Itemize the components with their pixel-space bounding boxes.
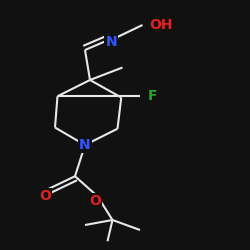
Text: OH: OH: [149, 18, 172, 32]
Text: N: N: [106, 36, 117, 50]
Text: O: O: [89, 194, 101, 208]
Text: O: O: [39, 189, 51, 203]
Text: N: N: [79, 138, 91, 152]
Text: F: F: [148, 89, 157, 103]
